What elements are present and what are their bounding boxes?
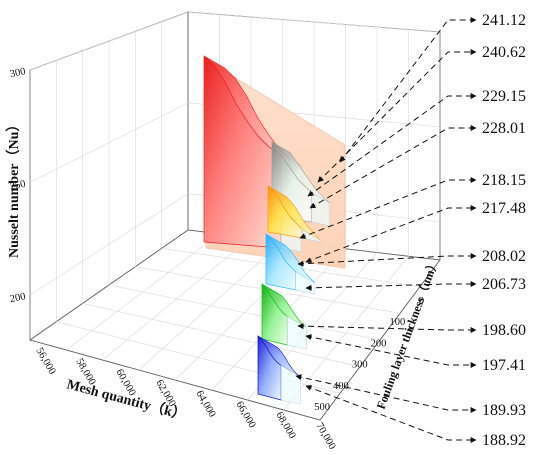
y-tick-label: 400: [333, 381, 349, 392]
callout-label: 208.02: [482, 248, 526, 265]
callout-label: 229.15: [482, 88, 526, 105]
grid-line: [82, 303, 361, 367]
ribbon-side-500: [280, 364, 301, 405]
callout-leader: [305, 385, 477, 443]
callout-label: 188.92: [482, 432, 526, 449]
y-axis-title: Fouling layer thickness（um）: [373, 256, 442, 411]
y-tick-label: 0: [419, 296, 424, 307]
y-tick-label: 500: [314, 402, 330, 413]
callout-label: 240.62: [482, 44, 526, 61]
z-tick-label: 200: [9, 291, 27, 305]
callout-label: 218.15: [482, 172, 526, 189]
grid-line: [29, 11, 189, 71]
callout-label: 198.60: [482, 322, 526, 339]
z-tick-label: 250: [9, 179, 27, 193]
y-tick-label: 200: [371, 338, 387, 349]
callout-leader: [297, 253, 477, 267]
callout-leader: [307, 93, 477, 197]
grid-line: [108, 284, 381, 341]
x-tick-label: 56,000: [33, 346, 57, 377]
callout-leader: [305, 205, 477, 263]
x-tick-label: 68,000: [273, 410, 297, 441]
y-tick-label: 300: [352, 360, 368, 371]
z-axis-title: Nusselt number（Nu）: [6, 118, 22, 258]
callout-leader: [297, 323, 477, 333]
callout-label: 189.93: [482, 402, 526, 419]
callout-leader: [305, 334, 477, 368]
callout-leader: [305, 281, 477, 291]
grid-line: [29, 193, 189, 296]
callout-annotations: 241.12 240.62 229.15 228.01 218.15 217.48 208.…: [295, 12, 526, 449]
callout-label: 197.41: [482, 357, 526, 374]
ribbons: [203, 55, 346, 405]
x-tick-label: 66,000: [233, 400, 257, 431]
grid-line: [29, 102, 189, 183]
callout-leader: [339, 17, 477, 163]
z-tick-label: 300: [9, 66, 27, 80]
y-tick-label: 100: [389, 317, 405, 328]
callout-label: 228.01: [482, 120, 526, 137]
x-tick-label: 70,000: [313, 421, 337, 452]
callout-label: 241.12: [482, 12, 526, 29]
x-tick-label: 64,000: [193, 389, 217, 420]
callout-label: 206.73: [482, 276, 526, 293]
callout-label: 217.48: [482, 200, 526, 217]
